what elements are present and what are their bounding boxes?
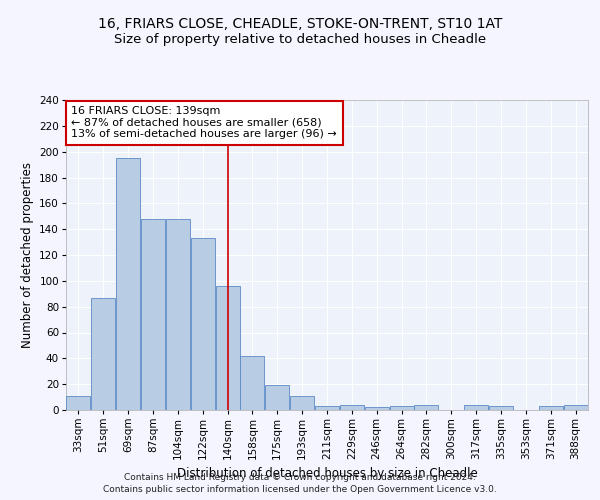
Text: Contains HM Land Registry data © Crown copyright and database right 2024.: Contains HM Land Registry data © Crown c… [124, 472, 476, 482]
Text: Contains public sector information licensed under the Open Government Licence v3: Contains public sector information licen… [103, 485, 497, 494]
Bar [415, 405, 439, 410]
Bar [464, 405, 488, 410]
X-axis label: Distribution of detached houses by size in Cheadle: Distribution of detached houses by size … [176, 468, 478, 480]
Bar [315, 406, 339, 410]
Bar [67, 396, 91, 410]
Bar [241, 356, 265, 410]
Bar [265, 386, 289, 410]
Bar [116, 158, 140, 410]
Bar [141, 219, 165, 410]
Y-axis label: Number of detached properties: Number of detached properties [21, 162, 34, 348]
Text: 16 FRIARS CLOSE: 139sqm
← 87% of detached houses are smaller (658)
13% of semi-d: 16 FRIARS CLOSE: 139sqm ← 87% of detache… [71, 106, 337, 140]
Text: Size of property relative to detached houses in Cheadle: Size of property relative to detached ho… [114, 32, 486, 46]
Bar [166, 219, 190, 410]
Bar [191, 238, 215, 410]
Bar [539, 406, 563, 410]
Bar [389, 406, 413, 410]
Bar [563, 405, 587, 410]
Text: 16, FRIARS CLOSE, CHEADLE, STOKE-ON-TRENT, ST10 1AT: 16, FRIARS CLOSE, CHEADLE, STOKE-ON-TREN… [98, 18, 502, 32]
Bar [91, 298, 115, 410]
Bar [340, 405, 364, 410]
Bar [215, 286, 239, 410]
Bar [290, 396, 314, 410]
Bar [365, 408, 389, 410]
Bar [489, 406, 513, 410]
